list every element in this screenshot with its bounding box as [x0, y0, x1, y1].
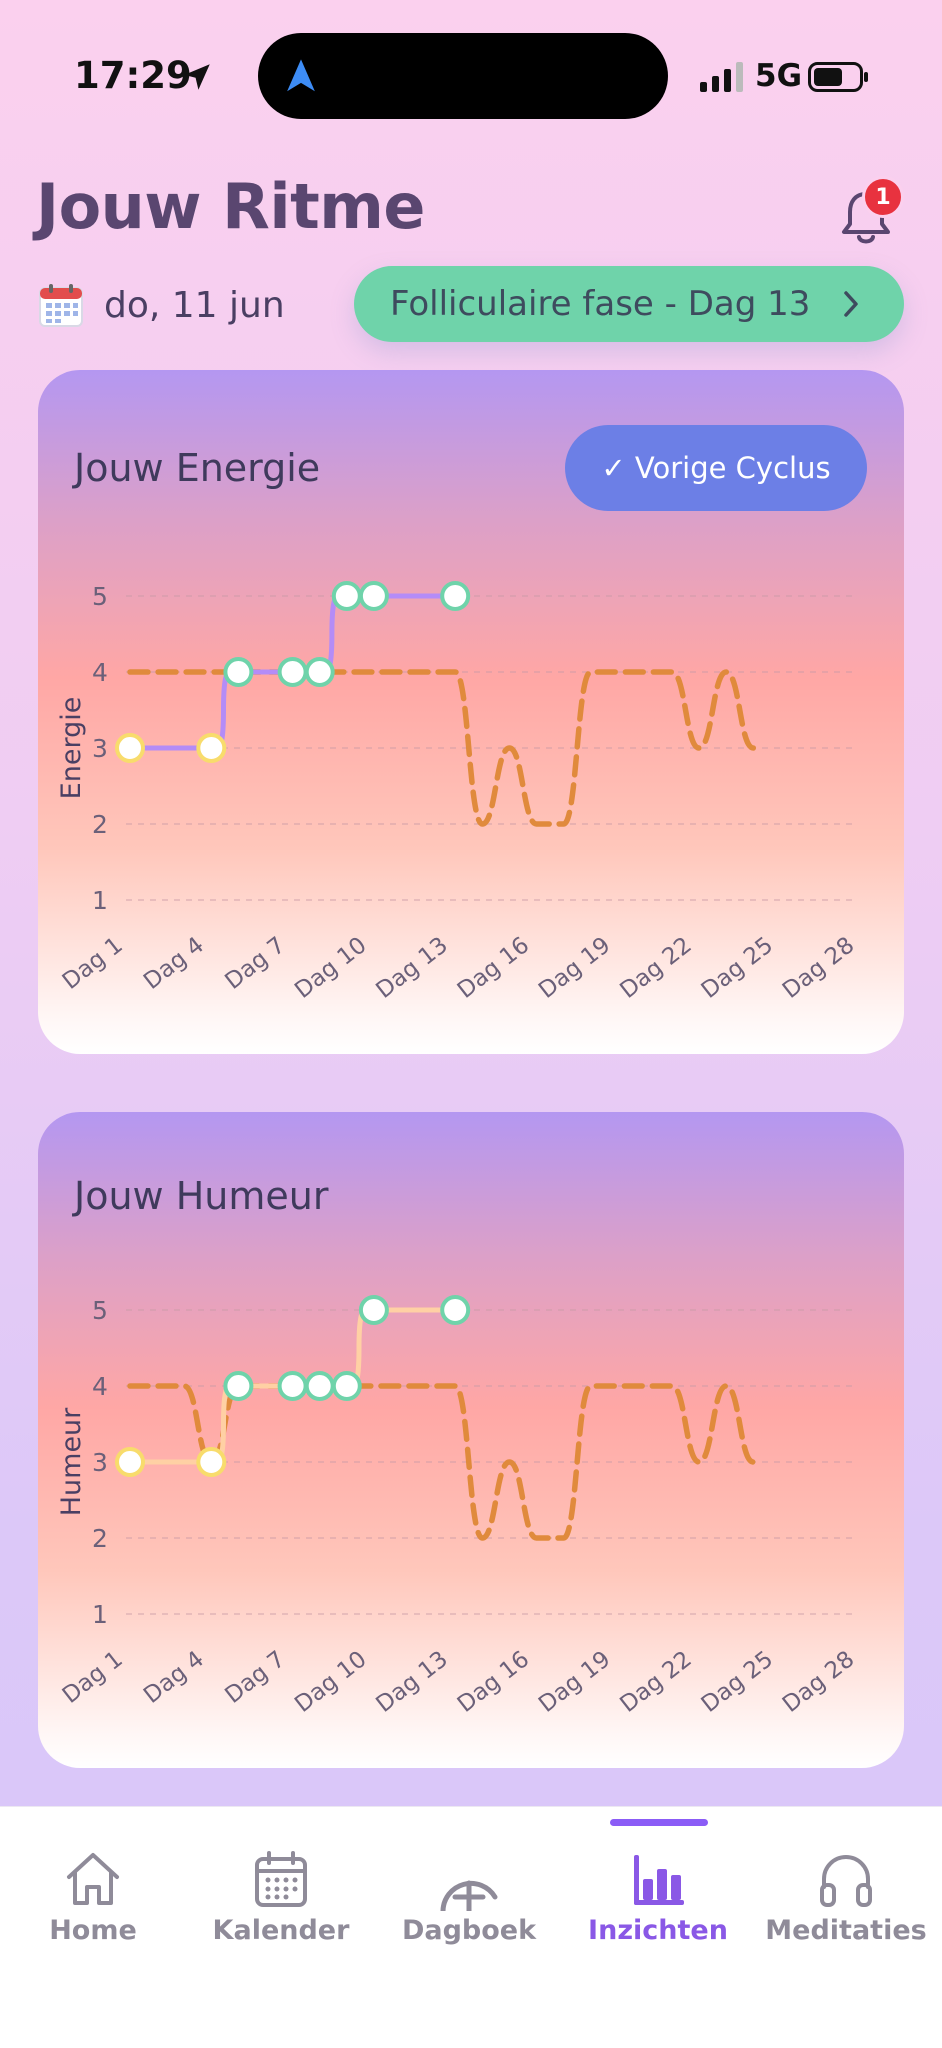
data-point	[223, 1371, 254, 1401]
calendar-icon	[255, 1851, 307, 1907]
x-tick-label: Dag 16	[453, 1646, 534, 1718]
signal-icon	[700, 62, 743, 92]
location-arrow-icon	[184, 64, 210, 90]
data-point	[331, 581, 362, 611]
tab-kalender-label: Kalender	[212, 1915, 350, 1946]
data-point	[115, 733, 145, 763]
mood-card: Jouw Humeur 1 2 3 4 5 Humeur Dag 1 Dag 4 Dag 7 Da…	[38, 1112, 904, 1768]
data-point	[196, 1447, 227, 1477]
y-axis-label: Energie	[56, 697, 87, 800]
tab-dagboek-label: Dagboek	[401, 1915, 537, 1946]
x-tick-label: Dag 7	[220, 932, 290, 995]
energy-card: Jouw Energie ✓ Vorige Cyclus 1 2 3 4 5 Energi…	[38, 370, 904, 1054]
x-tick-label: Dag 19	[534, 1646, 615, 1718]
y-tick-label: 1	[92, 886, 108, 915]
current-date: do, 11 jun	[104, 284, 285, 326]
data-point	[115, 1447, 145, 1477]
navigation-arrow-icon	[287, 59, 315, 92]
data-point	[331, 1371, 362, 1401]
status-bar: 17:29 5G	[0, 0, 942, 150]
tab-dagboek[interactable]: Dagboek	[375, 1847, 563, 1967]
tab-home[interactable]: Home	[0, 1847, 187, 1967]
x-tick-label: Dag 16	[453, 932, 534, 1004]
x-tick-label: Dag 1	[58, 932, 128, 995]
tab-meditaties[interactable]: Meditaties	[752, 1847, 940, 1967]
date-row: do, 11 jun	[38, 280, 285, 330]
x-tick-label: Dag 28	[778, 932, 859, 1004]
x-tick-label: Dag 19	[534, 932, 615, 1004]
y-tick-label: 2	[92, 1524, 108, 1553]
energy-card-title: Jouw Energie	[74, 446, 321, 490]
cycle-phase-label: Folliculaire fase - Dag 13	[390, 284, 811, 324]
data-point	[277, 657, 308, 687]
previous-cycle-toggle[interactable]: ✓ Vorige Cyclus	[565, 425, 867, 511]
y-tick-label: 1	[92, 1600, 108, 1629]
data-point	[358, 1295, 389, 1325]
y-axis-label: Humeur	[56, 1407, 87, 1516]
x-tick-label: Dag 22	[615, 1646, 696, 1718]
x-tick-label: Dag 4	[139, 1646, 209, 1709]
x-tick-label: Dag 10	[290, 932, 371, 1004]
x-tick-label: Dag 10	[290, 1646, 371, 1718]
y-tick-label: 3	[92, 734, 108, 763]
x-tick-label: Dag 25	[697, 1646, 778, 1718]
x-tick-label: Dag 7	[220, 1646, 290, 1709]
x-tick-label: Dag 13	[371, 1646, 452, 1718]
cycle-phase-button[interactable]: Folliculaire fase - Dag 13	[354, 266, 904, 342]
y-tick-label: 5	[92, 582, 108, 611]
data-point	[196, 733, 227, 763]
tab-meditaties-label: Meditaties	[765, 1915, 927, 1946]
data-point	[304, 657, 335, 687]
tab-bar: Home Kalender Dagboek	[0, 1806, 942, 2048]
tab-kalender[interactable]: Kalender	[187, 1847, 375, 1967]
tab-home-label: Home	[49, 1915, 137, 1946]
network-type: 5G	[755, 58, 803, 94]
x-tick-label: Dag 25	[697, 932, 778, 1004]
active-tab-indicator	[610, 1819, 708, 1826]
y-tick-label: 4	[92, 1372, 108, 1401]
home-icon	[67, 1853, 119, 1905]
data-point	[440, 1295, 471, 1325]
y-tick-label: 5	[92, 1296, 108, 1325]
data-point	[277, 1371, 308, 1401]
data-point	[223, 657, 254, 687]
data-point	[304, 1371, 335, 1401]
y-tick-label: 4	[92, 658, 108, 687]
tab-inzichten[interactable]: Inzichten	[564, 1847, 752, 1967]
status-time: 17:29	[74, 54, 192, 97]
notification-badge: 1	[862, 176, 904, 218]
x-tick-label: Dag 28	[778, 1646, 859, 1718]
bar-chart-icon	[634, 1855, 684, 1905]
chevron-right-icon	[844, 291, 858, 317]
tab-inzichten-label: Inzichten	[588, 1915, 728, 1946]
add-circle-icon	[440, 1880, 498, 1911]
x-tick-label: Dag 1	[58, 1646, 128, 1709]
mood-card-title: Jouw Humeur	[74, 1174, 329, 1218]
x-tick-label: Dag 22	[615, 932, 696, 1004]
page-title: Jouw Ritme	[36, 170, 425, 243]
y-tick-label: 3	[92, 1448, 108, 1477]
data-point	[440, 581, 471, 611]
y-tick-label: 2	[92, 810, 108, 839]
dynamic-island	[258, 33, 668, 119]
x-tick-label: Dag 13	[371, 932, 452, 1004]
data-point	[358, 581, 389, 611]
calendar-emoji-icon	[39, 284, 83, 327]
battery-icon	[808, 62, 868, 92]
headphones-icon	[820, 1855, 872, 1907]
x-tick-label: Dag 4	[139, 932, 209, 995]
